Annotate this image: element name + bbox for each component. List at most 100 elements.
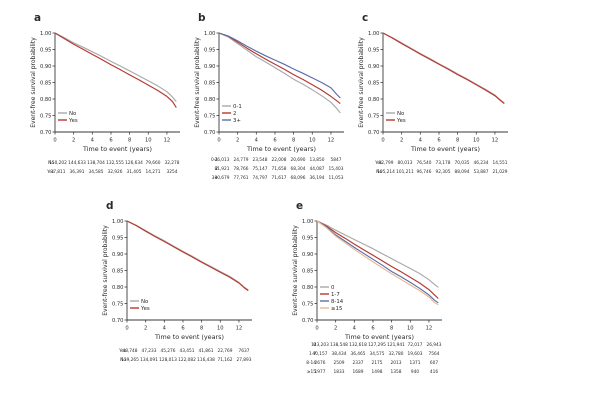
y-tick-label: 0.90 <box>204 64 216 70</box>
risk-count: 143,203 <box>311 342 329 348</box>
y-tick-label: 0.95 <box>204 47 216 53</box>
legend-item: Yes <box>130 306 150 312</box>
x-tick-label: 4 <box>353 326 357 332</box>
legend-label: 2 <box>233 111 236 117</box>
risk-count: 78,766 <box>233 166 248 172</box>
legend-item: Yes <box>386 118 406 124</box>
x-tick-label: 4 <box>91 138 95 144</box>
risk-count: 82,799 <box>378 160 393 166</box>
risk-count: 3254 <box>167 169 178 175</box>
y-tick-label: 0.80 <box>204 97 216 103</box>
risk-count: 2175 <box>372 360 383 366</box>
curve-1 <box>382 32 505 105</box>
x-tick-label: 4 <box>419 138 423 144</box>
legend-item: No <box>130 299 148 305</box>
legend-label: 0 <box>331 285 335 291</box>
risk-count: 2509 <box>334 360 345 366</box>
y-tick-label: 0.95 <box>368 47 380 53</box>
risk-count: 1498 <box>372 369 383 375</box>
x-tick-label: 6 <box>181 326 184 332</box>
legend-label: No <box>141 299 148 305</box>
risk-count: 21,029 <box>492 169 507 175</box>
panel-b: b 1.00 0.95 0.90 0.85 0.80 0.75 0.70 0 2 4 6 8 10 12 Ev… <box>192 6 372 196</box>
risk-count: 20,690 <box>290 157 305 163</box>
panel-e: e 1.00 0.95 0.90 0.85 0.80 0.75 0.70 0 2 4 6 8 10 12 Ev… <box>290 194 470 384</box>
panel-d-chart: d 1.00 0.95 0.90 0.85 0.80 0.75 0.700 2 4 6 8 10 12 Ev… <box>102 200 252 363</box>
risk-count: 68,096 <box>290 175 305 181</box>
risk-count: 1358 <box>391 369 402 375</box>
x-tick-label: 4 <box>163 326 167 332</box>
y-axis-label: Event-free survival probability <box>358 37 365 128</box>
legend-label: 3+ <box>233 118 241 124</box>
x-tick-label: 8 <box>200 326 203 332</box>
curve-1 <box>218 32 341 105</box>
risk-count: 96,746 <box>416 169 431 175</box>
y-tick-label: 0.75 <box>204 113 216 119</box>
y-axis-label: Event-free survival probability <box>102 225 109 316</box>
panel-d: d 1.00 0.95 0.90 0.85 0.80 0.75 0.70 0 2 4 6 8 10 12 Ev… <box>100 194 280 384</box>
risk-row-label: No <box>120 357 126 363</box>
x-tick-label: 2 <box>236 138 239 144</box>
x-axis-label: Time to event (years) <box>82 145 152 153</box>
risk-count: 36,465 <box>350 351 365 357</box>
legend-label: Yes <box>396 118 406 124</box>
risk-row-label: No <box>376 169 382 175</box>
y-tick-label: 0.75 <box>368 113 380 119</box>
risk-count: 1371 <box>410 360 421 366</box>
x-tick-label: 6 <box>437 138 440 144</box>
panel-letter: e <box>296 200 303 212</box>
legend-label: Yes <box>140 306 150 312</box>
panel-letter: c <box>362 12 368 24</box>
risk-count: 70,035 <box>454 160 469 166</box>
risk-count: 138,548 <box>330 342 348 348</box>
risk-count: 15,403 <box>328 166 343 172</box>
risk-count: 105,214 <box>377 169 395 175</box>
x-tick-label: 12 <box>164 138 171 144</box>
risk-count: 40,157 <box>312 351 327 357</box>
risk-count: 36,194 <box>309 175 324 181</box>
risk-count: 14,271 <box>145 169 160 175</box>
legend-item: 2 <box>222 111 236 117</box>
x-tick-label: 10 <box>407 326 414 332</box>
y-tick-label: 0.70 <box>204 130 216 136</box>
risk-count: 81,921 <box>214 166 229 172</box>
risk-count: 80,679 <box>214 175 229 181</box>
risk-count: 101,211 <box>396 169 414 175</box>
y-tick-label: 0.70 <box>40 130 52 136</box>
risk-count: 7564 <box>429 351 440 357</box>
curve-0 <box>316 220 439 288</box>
x-tick-label: 0 <box>315 326 318 332</box>
curve-1 <box>316 220 439 299</box>
y-axis-label: Event-free survival probability <box>292 225 299 316</box>
risk-count: 79,660 <box>145 160 160 166</box>
y-tick-label: 0.85 <box>204 80 216 86</box>
risk-row-label: No <box>48 160 54 166</box>
panel-a: a 1.00 0.95 0.90 0.85 0.80 0.75 0.70 0 2 4 6 8 10 12 Ev… <box>28 6 208 196</box>
legend-item: 3+ <box>222 118 241 124</box>
x-tick-label: 2 <box>334 326 337 332</box>
legend-label: 1-7 <box>331 292 340 298</box>
risk-count: 77,761 <box>233 175 248 181</box>
curve-3 <box>316 220 439 306</box>
y-tick-label: 0.70 <box>302 318 314 324</box>
x-tick-label: 0 <box>125 326 128 332</box>
risk-count: 41,861 <box>198 348 213 354</box>
risk-count: 71,617 <box>271 175 286 181</box>
risk-count: 5847 <box>331 157 342 163</box>
risk-count: 26,013 <box>214 157 229 163</box>
risk-count: 150,202 <box>49 160 67 166</box>
panel-c: c 1.00 0.95 0.90 0.85 0.80 0.75 0.70 0 2 4 6 8 10 12 Ev… <box>356 6 536 196</box>
risk-count: 34,585 <box>88 169 103 175</box>
x-axis-label: Time to event (years) <box>410 145 480 153</box>
risk-count: 38,434 <box>331 351 346 357</box>
y-tick-label: 1.00 <box>40 31 52 37</box>
y-tick-label: 0.75 <box>302 301 314 307</box>
risk-count: 7637 <box>239 348 250 354</box>
risk-count: 2337 <box>353 360 364 366</box>
curve-1 <box>126 220 249 292</box>
risk-row-label: 1-7 <box>309 351 316 357</box>
x-tick-label: 2 <box>72 138 75 144</box>
